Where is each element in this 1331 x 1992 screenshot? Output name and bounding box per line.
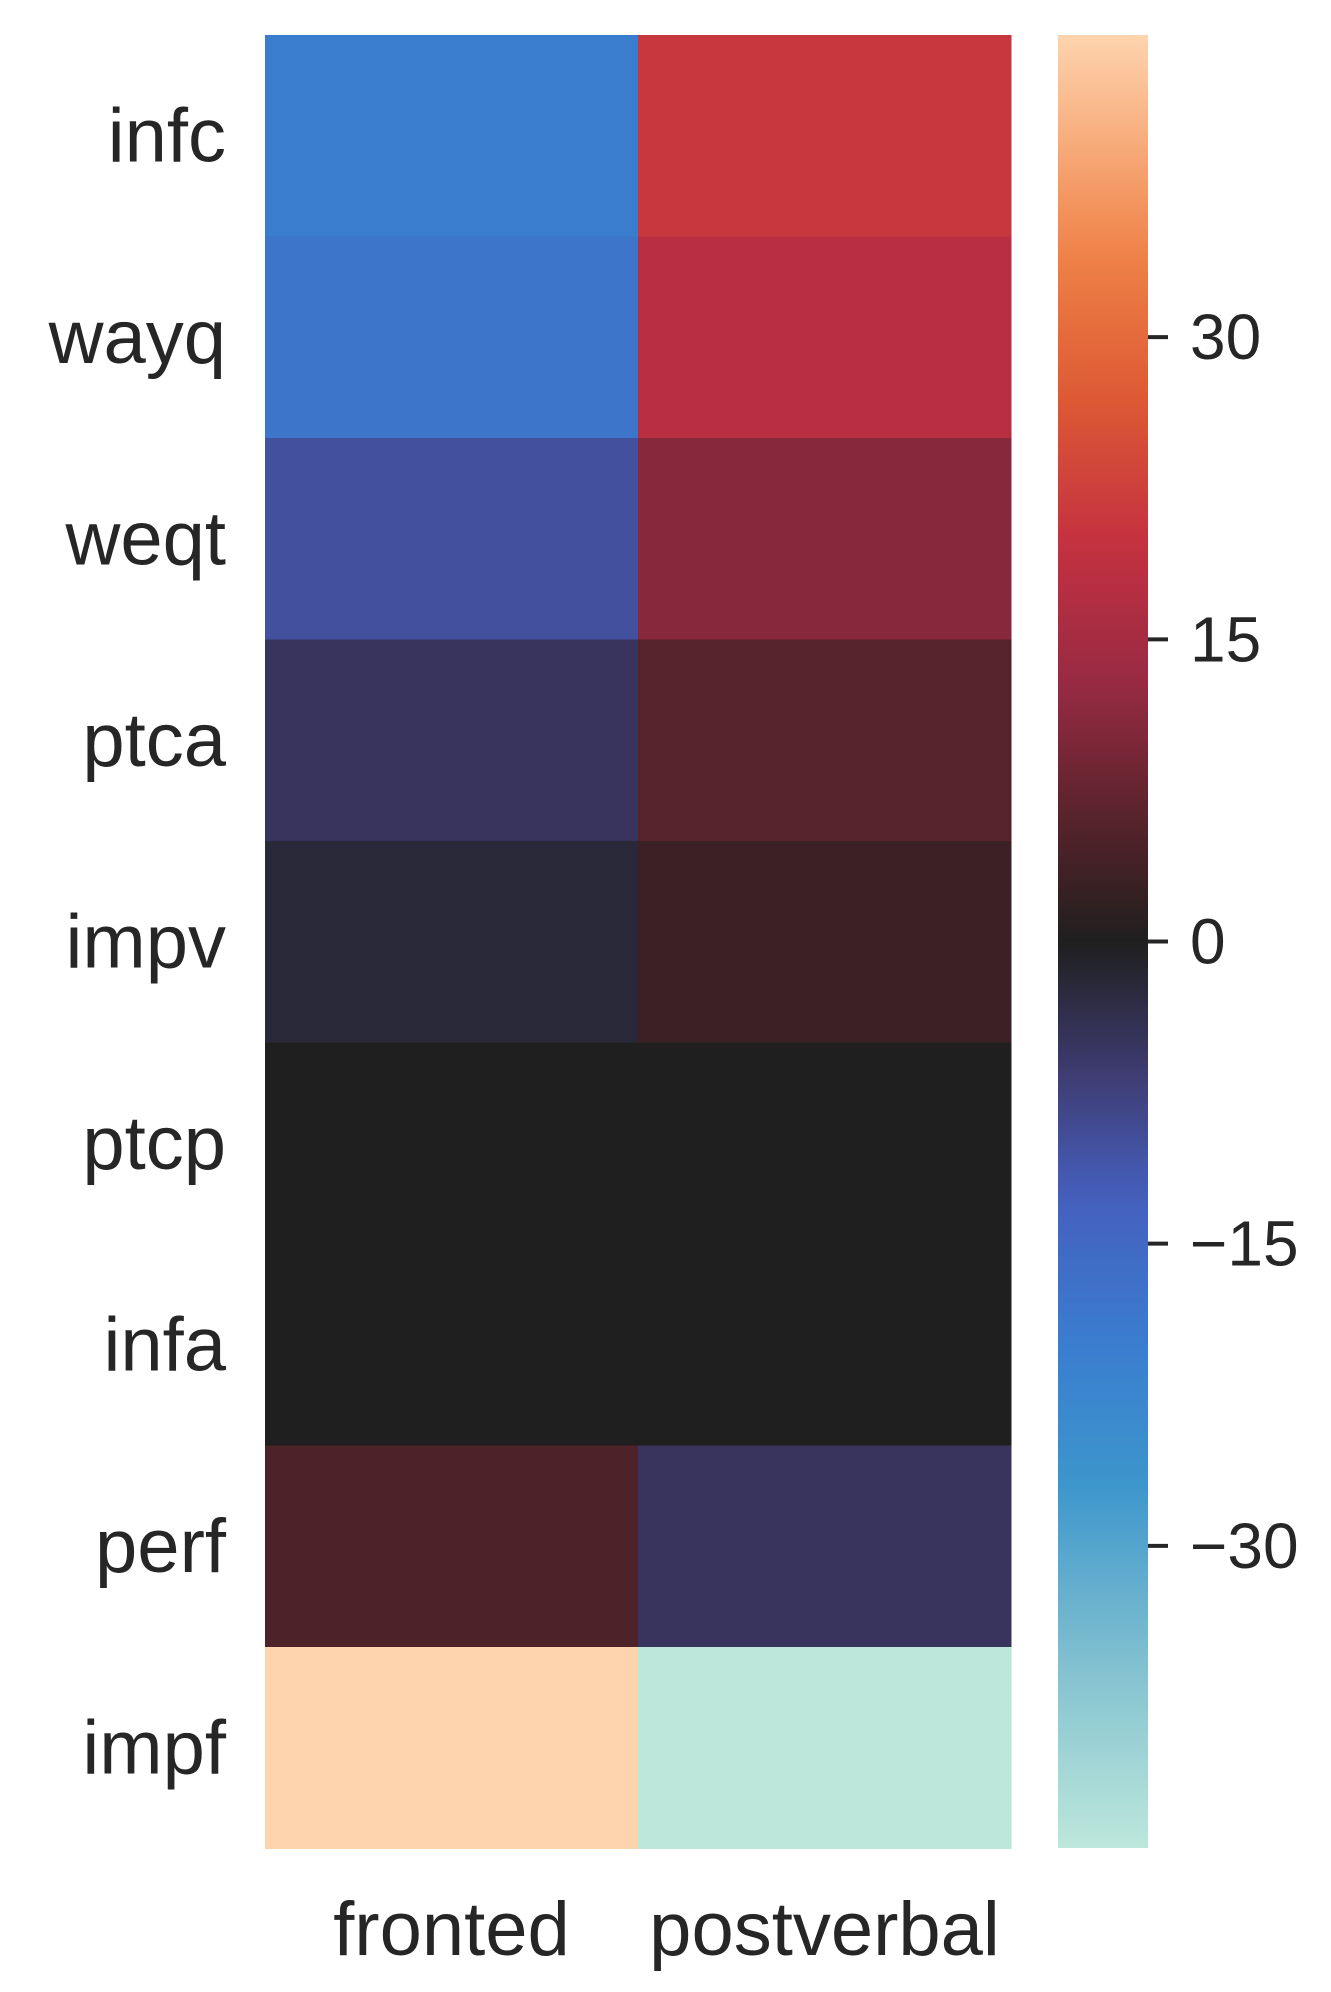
heatmap-cell [265,35,639,237]
colorbar-tick-label: −30 [1190,1510,1299,1582]
row-label: impf [82,1705,226,1790]
heatmap-cell [638,35,1012,237]
heatmap-cell [265,438,639,640]
colorbar-tick-label: 15 [1190,603,1261,675]
colorbar-tick-label: 30 [1190,301,1261,373]
row-label: infa [103,1302,226,1387]
row-label: infc [108,93,226,178]
row-label: ptcp [82,1101,226,1186]
heatmap-cells [265,35,1012,1849]
heatmap-cell [265,1647,639,1849]
column-label: postverbal [649,1887,1000,1972]
heatmap-cell [638,1647,1012,1849]
row-label: ptca [82,698,226,783]
heatmap-cell [638,841,1012,1043]
heatmap-cell [265,1042,639,1245]
column-labels: fronted postverbal [333,1887,1000,1972]
colorbar-ticks: 30 15 0 −15 −30 [1148,301,1299,1582]
heatmap-cell [638,639,1012,842]
row-labels: infc wayq weqt ptca impv ptcp infa perf impf [48,93,227,1790]
colorbar-tick-label: −15 [1190,1208,1299,1280]
heatmap-cell [638,1445,1012,1648]
row-label: perf [95,1504,227,1589]
heatmap-cell [638,438,1012,640]
heatmap-cell [265,236,639,439]
heatmap-cell [638,1244,1012,1446]
row-label: weqt [64,496,226,581]
row-label: wayq [48,295,226,380]
heatmap-cell [265,841,639,1043]
heatmap-cell [638,236,1012,439]
colorbar-tick-label: 0 [1190,906,1226,978]
heatmap-cell [265,1244,639,1446]
column-label: fronted [333,1887,570,1972]
heatmap-cell [265,1445,639,1648]
heatmap-cell [638,1042,1012,1245]
row-label: impv [66,899,226,984]
colorbar [1058,35,1148,1848]
heatmap-cell [265,639,639,842]
